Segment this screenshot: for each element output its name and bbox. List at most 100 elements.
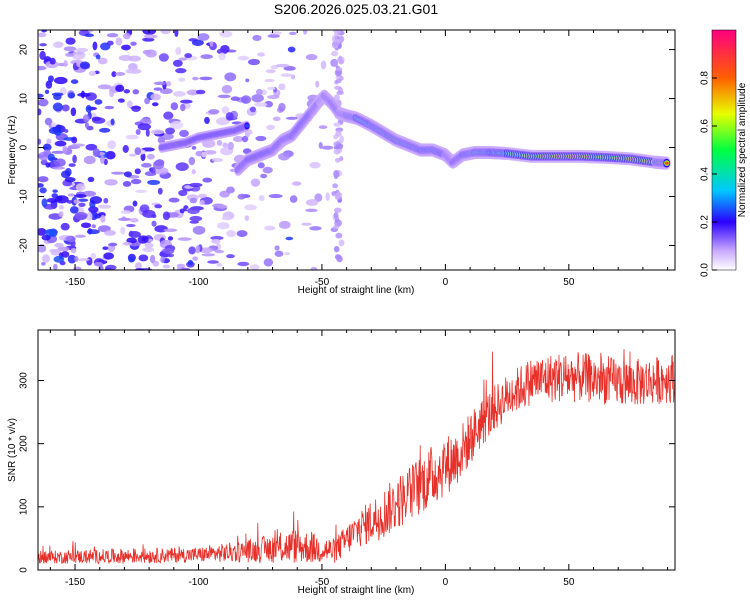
noise-blob — [132, 200, 138, 207]
noise-blob — [162, 264, 171, 269]
noise-blob — [162, 211, 171, 221]
noise-blob — [105, 264, 117, 270]
noise-blob — [218, 52, 226, 61]
noise-blob — [129, 217, 139, 223]
colorbar-tick-label: 0.4 — [700, 167, 711, 181]
noise-blob — [38, 98, 49, 107]
noise-blob — [91, 224, 96, 229]
noise-blob — [106, 33, 119, 38]
noise-blob — [219, 190, 230, 198]
noise-blob — [67, 254, 77, 264]
spec-ytick-label: 20 — [19, 44, 30, 56]
noise-blob — [278, 152, 290, 161]
spectrogram-x-label: Height of straight line (km) — [298, 285, 415, 296]
noise-blob — [195, 245, 201, 254]
noise-blob — [332, 183, 338, 189]
noise-blob — [91, 116, 101, 121]
noise-blob — [54, 195, 69, 204]
noise-blob — [159, 88, 173, 95]
noise-blob — [85, 143, 98, 151]
noise-blob — [52, 189, 58, 193]
noise-blob — [258, 195, 265, 202]
noise-blob — [137, 123, 152, 131]
noise-blob — [154, 204, 163, 209]
noise-blob — [177, 237, 192, 241]
noise-blob — [106, 40, 114, 46]
noise-blob — [187, 207, 200, 215]
noise-blob — [38, 138, 42, 145]
noise-blob — [333, 94, 340, 101]
noise-blob — [332, 225, 339, 230]
noise-blob — [272, 116, 281, 122]
spec-xtick-label: -50 — [315, 277, 330, 288]
noise-blob — [51, 166, 65, 170]
noise-blob — [162, 248, 175, 254]
noise-blob — [147, 179, 161, 185]
noise-blob — [144, 242, 154, 249]
noise-blob — [67, 193, 76, 197]
noise-blob — [191, 169, 196, 175]
noise-blob — [149, 254, 156, 264]
noise-blob — [197, 33, 210, 41]
noise-blob — [38, 32, 47, 38]
noise-blob — [42, 146, 49, 150]
noise-blob — [305, 208, 318, 213]
noise-blob — [122, 145, 129, 153]
noise-blob — [54, 131, 61, 136]
noise-blob — [75, 47, 89, 53]
noise-blob — [318, 125, 328, 130]
noise-blob — [104, 105, 115, 110]
noise-blob — [128, 55, 141, 62]
noise-blob — [305, 54, 318, 61]
figure-title: S206.2026.025.03.21.G01 — [274, 1, 438, 17]
noise-blob — [99, 155, 105, 164]
noise-blob — [44, 117, 53, 126]
noise-blob — [180, 103, 186, 112]
noise-blob — [97, 204, 112, 209]
noise-blob — [141, 162, 152, 168]
noise-blob — [128, 256, 135, 263]
noise-blob — [129, 153, 137, 157]
noise-blob — [145, 49, 157, 58]
noise-blob — [338, 239, 345, 247]
noise-blob — [173, 91, 186, 97]
noise-blob — [134, 168, 141, 175]
snr-ytick-label: 200 — [19, 435, 30, 452]
noise-blob — [175, 46, 182, 56]
noise-blob — [167, 236, 174, 241]
noise-blob — [267, 86, 276, 91]
noise-blob — [130, 41, 137, 46]
noise-blob — [160, 30, 172, 35]
noise-blob — [210, 236, 224, 241]
noise-blob — [45, 228, 56, 237]
noise-blob — [150, 129, 165, 135]
noise-blob — [188, 246, 196, 255]
noise-blob — [122, 241, 133, 246]
noise-blob — [62, 145, 68, 154]
noise-blob — [201, 151, 208, 158]
noise-blob — [211, 238, 221, 244]
noise-blob — [274, 245, 280, 251]
noise-blob — [126, 223, 136, 228]
noise-blob — [230, 96, 240, 101]
spectrogram-y-label: Frequency (Hz) — [7, 116, 18, 185]
noise-blob — [65, 37, 76, 45]
noise-blob — [68, 163, 76, 167]
noise-blob — [251, 94, 264, 103]
noise-blob — [73, 194, 87, 198]
noise-blob — [244, 204, 257, 211]
noise-blob — [264, 225, 276, 231]
noise-blob — [208, 109, 220, 115]
snr-x-axis: -150 -100 -50 0 50 — [49, 330, 669, 588]
snr-panel: -150 -100 -50 0 50 0 100 200 300 Height of stra… — [7, 329, 676, 596]
noise-blob — [71, 136, 78, 144]
noise-blob — [331, 41, 340, 47]
noise-blob — [260, 173, 268, 179]
ridge-core — [664, 161, 669, 165]
noise-blob — [97, 57, 108, 65]
noise-blob — [74, 211, 88, 220]
noise-blob — [192, 225, 206, 235]
spec-xtick-label: -150 — [65, 277, 85, 288]
noise-blob — [170, 121, 184, 130]
